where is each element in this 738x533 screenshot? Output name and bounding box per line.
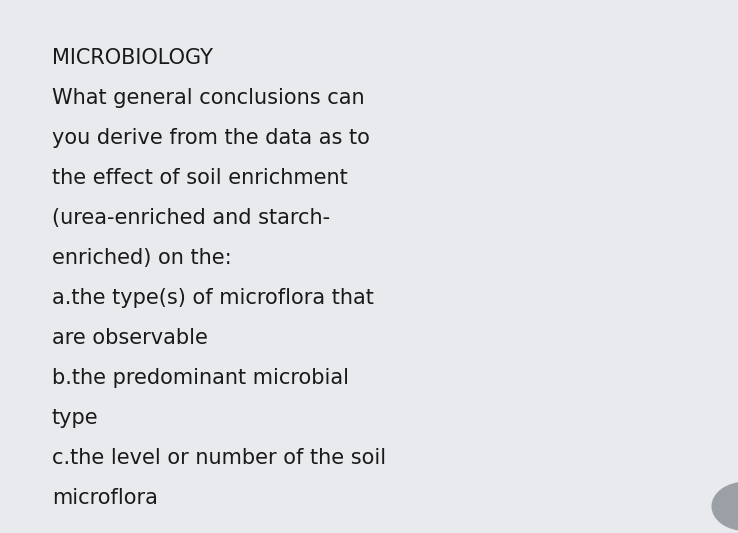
Text: the effect of soil enrichment: the effect of soil enrichment: [52, 168, 348, 188]
Circle shape: [712, 482, 738, 530]
Text: type: type: [52, 408, 98, 428]
Text: a.the type(s) of microflora that: a.the type(s) of microflora that: [52, 288, 373, 308]
Text: What general conclusions can: What general conclusions can: [52, 88, 365, 108]
Text: MICROBIOLOGY: MICROBIOLOGY: [52, 48, 213, 68]
Text: c.the level or number of the soil: c.the level or number of the soil: [52, 448, 386, 468]
Text: microflora: microflora: [52, 488, 157, 508]
Text: (urea-enriched and starch-: (urea-enriched and starch-: [52, 208, 330, 228]
Text: you derive from the data as to: you derive from the data as to: [52, 128, 370, 148]
Text: b.the predominant microbial: b.the predominant microbial: [52, 368, 348, 388]
Text: are observable: are observable: [52, 328, 207, 348]
Text: enriched) on the:: enriched) on the:: [52, 248, 231, 268]
